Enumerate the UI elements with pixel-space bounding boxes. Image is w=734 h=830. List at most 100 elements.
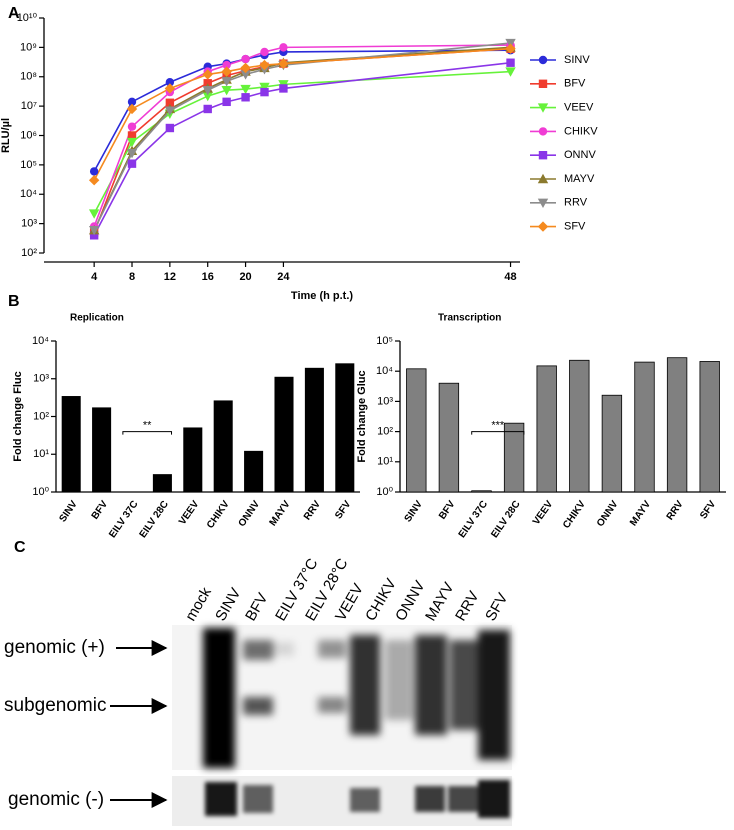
lane-label: RRV [452,588,482,624]
marker [260,87,269,97]
marker [127,122,137,131]
x-tick-label: 16 [202,271,214,283]
y-tick-label: 10³ [33,373,49,385]
bar [213,400,233,493]
marker [259,59,270,71]
marker [506,58,515,67]
marker [538,79,548,88]
y-tick-label: 10⁴ [376,365,393,377]
marker [88,225,100,236]
row-label: genomic (-) [8,789,104,810]
significance-bracket [471,431,525,435]
lane-label: SINV [212,585,244,624]
marker [221,77,232,87]
x-tick-label: CHIKV [205,499,232,531]
y-tick-label: 10² [377,426,393,438]
x-tick-label: SFV [333,499,353,522]
marker [279,43,288,52]
row-label: genomic (+) [4,637,105,658]
x-tick-label: 12 [164,271,176,283]
x-tick-label: MAYV [268,499,293,528]
legend-label: VEEV [564,102,594,114]
marker [241,93,250,102]
marker [537,103,549,113]
x-tick-label: ONNV [237,499,263,529]
marker [221,85,232,96]
x-tick-label: 8 [129,271,135,283]
marker [202,69,213,80]
y-tick-label: 10⁰ [32,486,49,498]
x-tick-label: EILV 28C [138,499,171,540]
bar [666,357,688,493]
marker [538,55,548,65]
x-tick-label: VEEV [177,499,202,527]
marker [240,70,251,80]
x-tick-label: EILV 37C [107,499,140,540]
bar [471,490,492,493]
bar [601,394,623,493]
y-tick-label: 10⁸ [20,71,37,83]
bar [152,474,172,493]
significance-bracket [122,431,173,435]
chart-title: Transcription [438,313,501,324]
bar [304,367,324,493]
marker [279,84,288,93]
marker [260,47,269,57]
legend-label: SINV [564,54,590,66]
marker [538,127,548,136]
marker [241,54,250,64]
bar [699,361,720,493]
lane-label: BFV [242,590,271,624]
marker [89,167,99,176]
x-tick-label: CHIKV [561,499,588,531]
x-tick-label: SINV [57,499,80,525]
y-axis-title: Fold change Gluc [356,370,368,462]
marker [126,103,138,115]
x-axis-title: Time (h p.t.) [291,290,353,302]
x-tick-label: RRV [665,499,686,523]
marker [88,209,100,219]
x-tick-label: 4 [91,271,98,283]
x-tick-label: VEEV [531,499,556,527]
marker [240,84,251,95]
bar [61,396,81,493]
x-tick-label: BFV [437,499,458,522]
bar [569,359,590,493]
marker [127,131,137,140]
y-tick-label: 10⁷ [21,100,37,112]
series-line [93,70,511,214]
marker [88,175,100,186]
x-tick-label: EILV 28C [489,499,522,540]
series-line [93,49,511,172]
bar [274,376,294,493]
significance-label: ** [143,420,152,432]
marker [127,159,137,168]
blot-bottom [172,776,512,826]
series-line [93,42,511,231]
y-tick-label: 10³ [21,218,37,230]
marker [537,221,549,232]
y-tick-label: 10¹⁰ [17,12,38,24]
x-tick-label: SFV [698,499,718,522]
legend-label: ONNV [564,149,596,161]
marker [126,148,138,159]
bar [335,363,355,493]
y-tick-label: 10² [21,247,37,259]
y-tick-label: 10⁰ [376,486,393,498]
marker [538,151,548,160]
bar [536,365,557,493]
y-tick-label: 10¹ [377,456,393,468]
series-line [93,44,511,227]
x-tick-label: BFV [90,499,111,522]
marker [164,106,176,116]
x-tick-label: 24 [277,271,290,283]
y-axis-title: Fold change Fluc [12,371,24,461]
lane-label: SFV [482,590,511,624]
x-tick-label: MAYV [628,499,653,528]
marker [164,83,176,94]
chart-title: Replication [70,313,124,324]
marker [505,67,516,77]
bar [92,407,112,493]
marker [222,97,231,107]
